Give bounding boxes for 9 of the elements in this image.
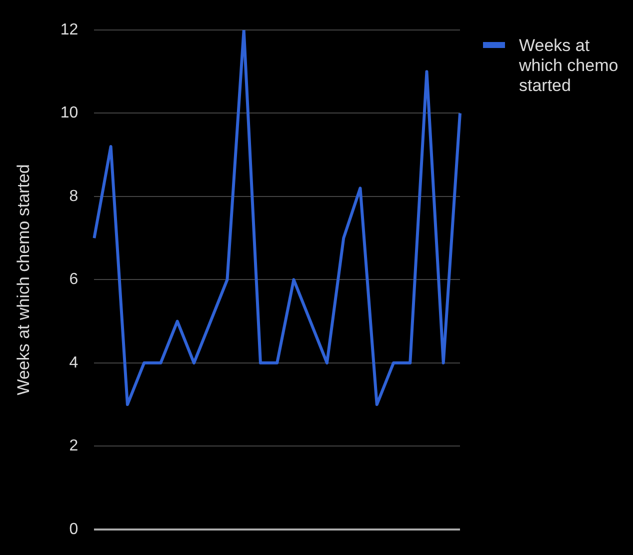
y-axis-title: Weeks at which chemo started — [14, 164, 33, 396]
y-tick-label: 2 — [69, 438, 78, 455]
y-tick-label: 6 — [69, 271, 78, 288]
y-tick-label: 8 — [69, 188, 78, 205]
y-tick-label: 0 — [69, 520, 78, 538]
y-tick-label: 10 — [60, 104, 78, 122]
legend-label: Weeks at which chemo started — [519, 36, 620, 96]
y-tick-label: 12 — [60, 21, 78, 38]
y-tick-label: 4 — [69, 354, 78, 372]
